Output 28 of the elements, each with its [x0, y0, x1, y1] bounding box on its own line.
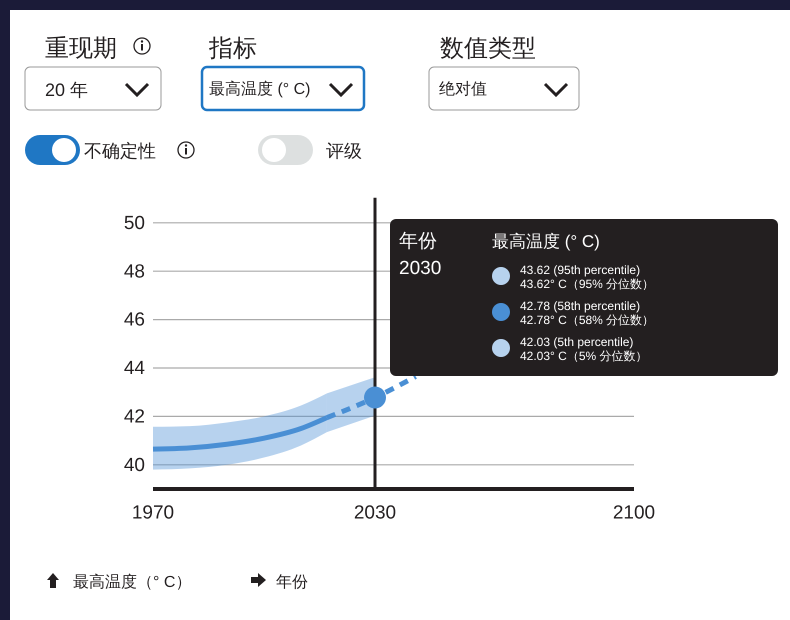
- annotation: 年份: [399, 231, 437, 252]
- y-tick-label: 50: [124, 212, 145, 234]
- y-tick-label: 44: [124, 358, 146, 380]
- text: 重现期: [45, 35, 117, 62]
- y-tick-label: 46: [124, 310, 145, 331]
- annotation: 最高温度 (° C): [492, 232, 600, 251]
- y-tick-label: 48: [124, 261, 145, 282]
- text: 20 年: [45, 80, 88, 100]
- annotation: 43.62° C（95% 分位数）: [520, 277, 654, 291]
- x-axis-title: 年份: [276, 574, 308, 591]
- x-tick-label: 2100: [612, 502, 656, 524]
- text: 绝对值: [439, 80, 487, 98]
- annotation: 43.62 (95th percentile): [520, 263, 640, 277]
- text: 最高温度 (° C): [209, 80, 310, 98]
- y-tick-label: 40: [124, 454, 145, 476]
- y-tick-label: 42: [124, 406, 145, 428]
- text: 数值类型: [440, 35, 536, 62]
- annotation: 2030: [399, 258, 442, 279]
- annotation: 42.78 (58th percentile): [520, 299, 640, 313]
- annotation: 42.03 (5th percentile): [520, 335, 634, 349]
- y-axis-title: 最高温度（° C）: [73, 573, 192, 591]
- annotation: 42.03° C（5% 分位数）: [520, 349, 648, 363]
- x-tick-label: 2030: [354, 502, 396, 524]
- text: 指标: [208, 35, 257, 62]
- text: 评级: [326, 141, 362, 161]
- x-tick-label: 1970: [132, 502, 174, 524]
- annotation: 42.78° C（58% 分位数）: [520, 313, 654, 327]
- text: 不确定性: [84, 141, 156, 161]
